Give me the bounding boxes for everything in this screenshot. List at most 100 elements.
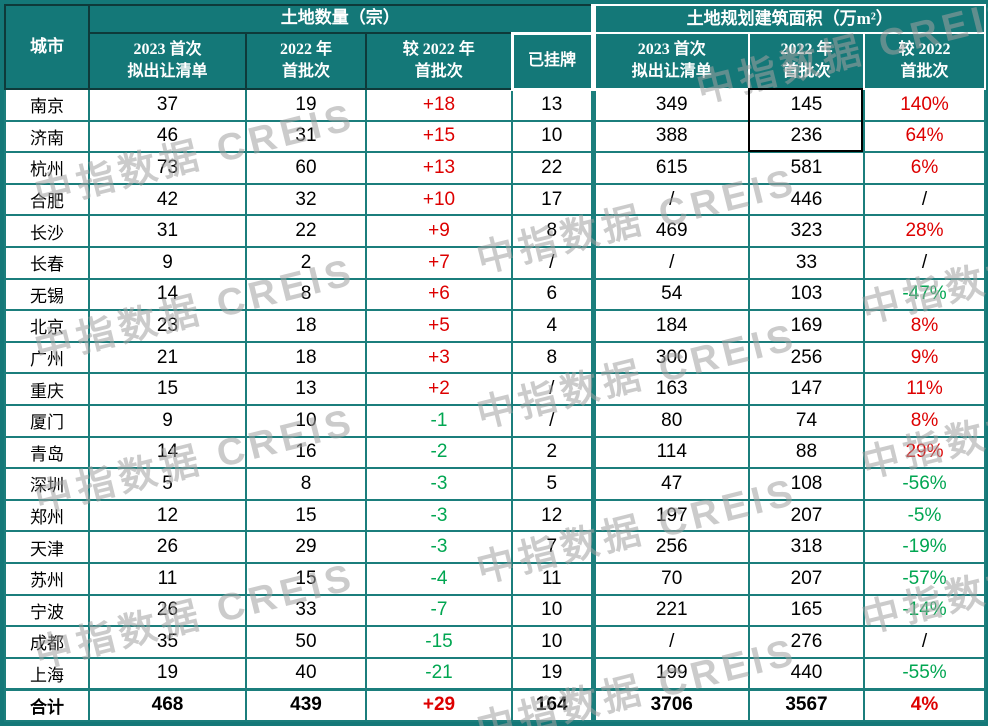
cell-listed: 10 — [511, 119, 596, 154]
cell-q2022: 13 — [245, 372, 367, 406]
cell-a2022: 323 — [748, 214, 865, 248]
cell-a2023: 3706 — [592, 687, 750, 722]
cell-listed: 11 — [511, 561, 596, 596]
table-row: 广州 21 18 +3 8 300 256 9% — [4, 340, 986, 375]
cell-qdiff: +2 — [365, 372, 513, 406]
cell-a2022: 165 — [748, 593, 865, 628]
cell-a2023: 80 — [592, 403, 750, 438]
cell-q2023: 23 — [88, 309, 247, 343]
cell-qdiff: -21 — [365, 656, 513, 691]
header-q2023: 2023 首次 拟出让清单 — [88, 32, 247, 90]
cell-q2023: 21 — [88, 340, 247, 375]
cell-q2022: 8 — [245, 277, 367, 312]
cell-q2023: 73 — [88, 151, 247, 185]
cell-q2022: 2 — [245, 245, 367, 280]
cell-adiff: 8% — [863, 309, 986, 343]
header-a2023: 2023 首次 拟出让清单 — [590, 32, 750, 90]
cell-city: 长春 — [4, 245, 90, 280]
cell-a2022: 145 — [748, 88, 865, 122]
table-body: 南京 37 19 +18 13 349 145 140% 济南 46 31 +15 10 388 236 64… — [4, 88, 986, 722]
cell-q2022: 8 — [245, 467, 367, 501]
cell-q2023: 468 — [88, 687, 247, 722]
cell-listed: / — [511, 372, 596, 406]
cell-q2023: 26 — [88, 593, 247, 628]
cell-adiff: -47% — [863, 277, 986, 312]
cell-a2022: 581 — [748, 151, 865, 185]
cell-adiff: -56% — [863, 467, 986, 501]
cell-listed: 22 — [511, 151, 596, 185]
cell-qdiff: +10 — [365, 182, 513, 217]
header-adiff: 较 2022 首批次 — [863, 32, 986, 90]
cell-a2022: 276 — [748, 625, 865, 659]
cell-q2022: 29 — [245, 530, 367, 564]
cell-adiff: 8% — [863, 403, 986, 438]
cell-city: 青岛 — [4, 435, 90, 470]
table-row: 南京 37 19 +18 13 349 145 140% — [4, 88, 986, 122]
cell-city: 南京 — [4, 88, 90, 122]
cell-q2023: 14 — [88, 435, 247, 470]
cell-listed: 17 — [511, 182, 596, 217]
table-row: 杭州 73 60 +13 22 615 581 6% — [4, 151, 986, 185]
cell-listed: 7 — [511, 530, 596, 564]
cell-q2023: 5 — [88, 467, 247, 501]
cell-a2022: 446 — [748, 182, 865, 217]
cell-listed: / — [511, 245, 596, 280]
cell-city: 长沙 — [4, 214, 90, 248]
cell-qdiff: -3 — [365, 498, 513, 533]
cell-q2023: 14 — [88, 277, 247, 312]
cell-a2022: 236 — [748, 119, 865, 154]
cell-listed: 5 — [511, 467, 596, 501]
cell-city: 天津 — [4, 530, 90, 564]
cell-q2023: 12 — [88, 498, 247, 533]
cell-a2022: 318 — [748, 530, 865, 564]
cell-a2023: 70 — [592, 561, 750, 596]
header-city: 城市 — [4, 4, 90, 90]
cell-a2023: 184 — [592, 309, 750, 343]
cell-a2023: 197 — [592, 498, 750, 533]
cell-adiff: 64% — [863, 119, 986, 154]
table-row: 郑州 12 15 -3 12 197 207 -5% — [4, 498, 986, 533]
table-row: 北京 23 18 +5 4 184 169 8% — [4, 309, 986, 343]
cell-a2022: 256 — [748, 340, 865, 375]
cell-q2023: 15 — [88, 372, 247, 406]
cell-city: 无锡 — [4, 277, 90, 312]
cell-city: 成都 — [4, 625, 90, 659]
cell-a2023: 114 — [592, 435, 750, 470]
cell-a2023: 615 — [592, 151, 750, 185]
header-listed: 已挂牌 — [510, 31, 595, 91]
cell-city: 合肥 — [4, 182, 90, 217]
table-row: 重庆 15 13 +2/163 147 11% — [4, 372, 986, 406]
cell-adiff: 28% — [863, 214, 986, 248]
cell-a2022: 3567 — [748, 687, 865, 722]
cell-listed: 2 — [511, 435, 596, 470]
cell-q2022: 16 — [245, 435, 367, 470]
cell-q2022: 10 — [245, 403, 367, 438]
cell-adiff: 4% — [863, 687, 986, 722]
cell-listed: / — [511, 403, 596, 438]
cell-city: 宁波 — [4, 593, 90, 628]
table-row: 上海 19 40 -21 19 199 440 -55% — [4, 656, 986, 691]
cell-listed: 10 — [511, 625, 596, 659]
cell-listed: 12 — [511, 498, 596, 533]
cell-q2022: 22 — [245, 214, 367, 248]
cell-a2023: 349 — [592, 88, 750, 122]
cell-listed: 6 — [511, 277, 596, 312]
cell-a2023: 163 — [592, 372, 750, 406]
cell-listed: 10 — [511, 593, 596, 628]
cell-a2022: 169 — [748, 309, 865, 343]
cell-city: 北京 — [4, 309, 90, 343]
table-row: 深圳 5 8 -3 5 47 108 -56% — [4, 467, 986, 501]
cell-city: 郑州 — [4, 498, 90, 533]
cell-a2023: 47 — [592, 467, 750, 501]
table-row: 苏州 11 15 -4 11 70 207 -57% — [4, 561, 986, 596]
cell-q2023: 19 — [88, 656, 247, 691]
cell-qdiff: +13 — [365, 151, 513, 185]
land-data-table: 城市 土地数量（宗） 土地规划建筑面积（万m²） 2023 首次 拟出让清单 2… — [4, 4, 986, 722]
cell-a2023: / — [592, 245, 750, 280]
cell-adiff: -19% — [863, 530, 986, 564]
cell-q2023: 9 — [88, 245, 247, 280]
cell-qdiff: +3 — [365, 340, 513, 375]
cell-qdiff: +7 — [365, 245, 513, 280]
cell-adiff: / — [863, 625, 986, 659]
cell-adiff: 6% — [863, 151, 986, 185]
